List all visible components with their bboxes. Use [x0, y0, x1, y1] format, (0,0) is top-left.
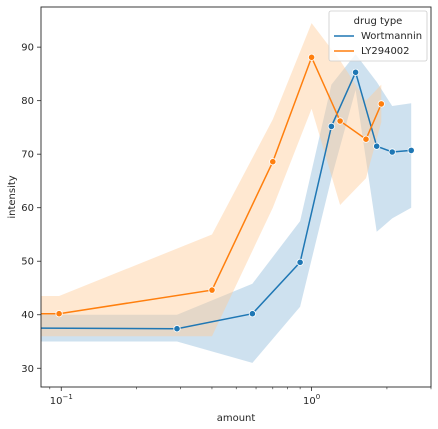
- legend-items: Wortmannin LY294002: [334, 31, 422, 57]
- legend-label-wortmannin: Wortmannin: [361, 31, 422, 42]
- x-axis-label: amount: [217, 413, 256, 424]
- data-point-ly294002: [269, 158, 277, 166]
- data-point-wortmannin: [296, 258, 304, 266]
- data-point-wortmannin: [388, 148, 396, 156]
- y-tick-label: 70: [21, 150, 34, 161]
- data-point-ly294002: [55, 310, 63, 318]
- data-point-ly294002: [208, 286, 216, 294]
- x-tick-label: 10−1: [50, 393, 73, 407]
- legend-box: [328, 10, 428, 62]
- legend-title: drug type: [354, 16, 403, 27]
- data-point-wortmannin: [373, 142, 381, 150]
- data-point-wortmannin: [327, 122, 335, 131]
- y-tick-label: 30: [21, 364, 34, 375]
- y-tick-label: 50: [21, 257, 34, 268]
- y-tick-label: 80: [21, 96, 34, 107]
- legend-label-ly294002: LY294002: [361, 46, 410, 57]
- y-tick-label: 90: [21, 43, 34, 54]
- x-tick-label: 100: [303, 393, 320, 407]
- confidence-band-wortmannin: [41, 54, 412, 363]
- data-point-ly294002: [336, 117, 344, 125]
- y-tick-label: 60: [21, 203, 34, 214]
- y-tick-label: 40: [21, 310, 34, 321]
- data-point-ly294002: [377, 100, 385, 108]
- plot-area: [41, 23, 415, 363]
- data-point-wortmannin: [248, 310, 256, 318]
- data-point-ly294002: [307, 53, 316, 61]
- data-point-wortmannin: [173, 325, 181, 333]
- legend: drug type Wortmannin LY294002: [328, 10, 428, 62]
- y-axis: 30 40 50 60 70 80 90: [21, 43, 41, 375]
- data-point-wortmannin: [407, 146, 415, 154]
- series-line-ly294002: [41, 55, 382, 315]
- y-axis-label: intensity: [7, 175, 18, 218]
- x-axis: 10−1 100: [49, 387, 432, 407]
- data-point-ly294002: [362, 135, 370, 143]
- data-point-wortmannin: [351, 68, 360, 76]
- confidence-band-ly294002: [41, 23, 382, 337]
